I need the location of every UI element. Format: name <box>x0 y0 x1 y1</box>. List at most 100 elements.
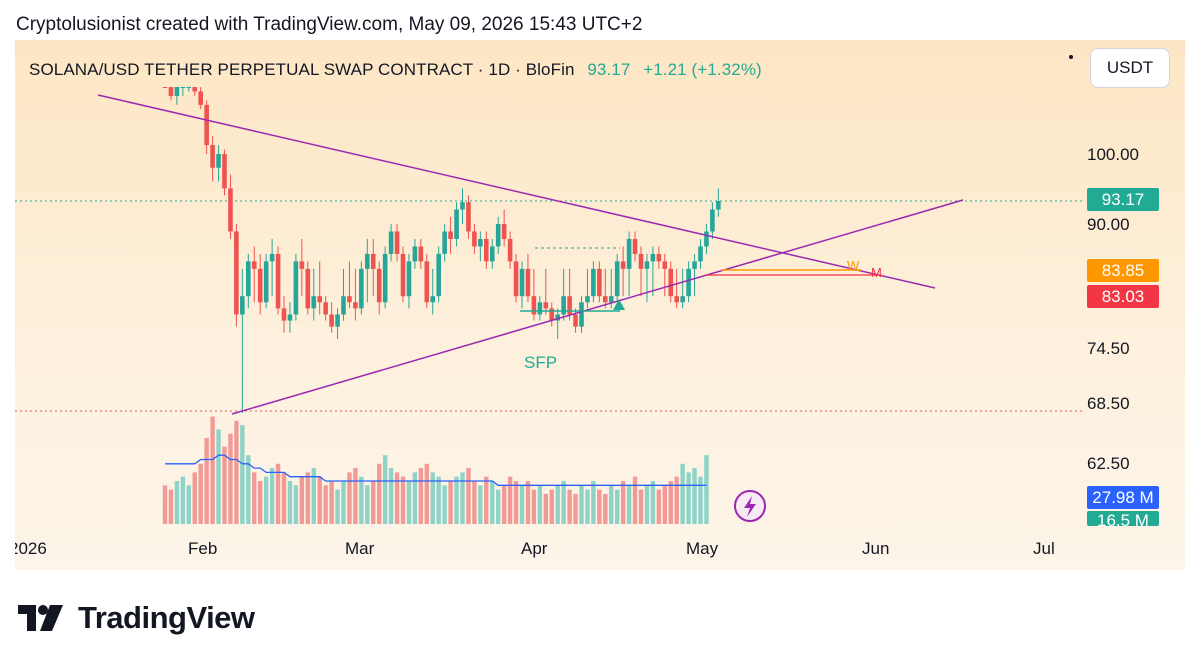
volume-bar <box>603 493 608 524</box>
volume-bar <box>394 472 400 524</box>
chart-area[interactable]: SFP W M 100.00 90.00 74.50 68.50 62.50 2026 Feb M… <box>15 40 1185 570</box>
x-tick-label: Apr <box>521 539 548 558</box>
volume-bar <box>293 485 299 524</box>
ma-layer <box>165 454 707 486</box>
lightning-icon <box>744 496 756 517</box>
candle-body <box>246 261 251 297</box>
y-tick-label: 90.00 <box>1087 215 1130 234</box>
candle-body <box>240 296 245 315</box>
volume-bar <box>615 489 620 524</box>
candle-body <box>275 253 281 309</box>
candle-body <box>513 261 519 297</box>
volume-bar <box>269 468 275 524</box>
volume-bar <box>519 485 525 524</box>
volume-bar <box>412 472 418 524</box>
volume-bar <box>632 476 638 524</box>
candle-body <box>579 302 584 327</box>
candle-body <box>281 308 287 321</box>
volume-bar <box>263 476 269 524</box>
candle-body <box>710 209 715 232</box>
candle-body <box>436 253 441 297</box>
descending-trendline <box>97 94 936 289</box>
volume-bar <box>275 463 281 524</box>
price-tag-last: 93.17 <box>1087 188 1159 211</box>
w-label: W <box>847 258 860 273</box>
candle-body <box>323 302 328 315</box>
candle-body <box>537 302 543 315</box>
candle-body <box>597 268 602 297</box>
more-dot-icon[interactable] <box>1069 55 1073 59</box>
candle-body <box>686 268 691 297</box>
candle-body <box>674 296 679 303</box>
volume-bar <box>329 481 334 524</box>
x-tick-label: Mar <box>345 539 375 558</box>
candle-body <box>567 296 572 315</box>
volume-bar <box>388 468 394 524</box>
price-change: +1.21 (+1.32%) <box>643 60 762 79</box>
price-tag-w: 83.85 <box>1087 259 1159 282</box>
ascending-trendline <box>231 199 964 415</box>
candle-body <box>478 238 483 247</box>
candle-body <box>644 261 650 269</box>
volume-bar <box>650 481 656 524</box>
volume-bar <box>228 433 233 524</box>
volume-bar <box>353 468 358 524</box>
volume-bar <box>216 429 221 524</box>
sfp-label: SFP <box>524 353 557 372</box>
volume-bar <box>198 463 203 524</box>
volume-bar <box>537 485 543 524</box>
y-tick-label: 62.50 <box>1087 454 1130 473</box>
currency-button[interactable]: USDT <box>1090 48 1170 88</box>
volume-tag-ma: 27.98 M <box>1087 486 1159 509</box>
candle-body <box>370 253 376 269</box>
volume-bar <box>430 472 435 524</box>
grid-layer <box>15 200 1085 412</box>
volume-bar <box>377 463 382 524</box>
volume-bar <box>579 485 584 524</box>
volume-bar <box>507 476 513 524</box>
candle-body <box>454 209 459 239</box>
symbol-title: SOLANA/USD TETHER PERPETUAL SWAP CONTRAC… <box>29 60 575 79</box>
volume-bar <box>686 472 691 524</box>
volume-bar <box>597 489 602 524</box>
volume-bar <box>180 476 186 524</box>
volume-bar <box>174 481 180 524</box>
volume-bar <box>644 485 650 524</box>
volume-bar <box>341 481 346 524</box>
candle-body <box>287 314 293 321</box>
volume-bar <box>317 476 322 524</box>
volume-bar <box>186 485 191 524</box>
volume-bar <box>490 481 495 524</box>
candle-body <box>198 91 203 105</box>
volume-bar <box>609 485 614 524</box>
volume-bar <box>501 485 507 524</box>
volume-bar <box>484 476 489 524</box>
candle-body <box>650 253 656 262</box>
candle-body <box>353 302 358 309</box>
volume-bar <box>620 481 626 524</box>
volume-bar <box>472 481 477 524</box>
volume-bar <box>246 455 251 524</box>
tradingview-logo-icon <box>18 605 63 631</box>
volume-bar <box>626 485 632 524</box>
volume-bar <box>478 485 483 524</box>
candle-body <box>430 296 436 303</box>
candle-body <box>299 261 305 269</box>
candle-body <box>495 224 501 247</box>
volume-bar <box>496 489 501 524</box>
candle-body <box>365 253 370 269</box>
volume-bar <box>371 481 376 524</box>
candle-body <box>460 202 465 210</box>
volume-bar <box>698 476 703 524</box>
volume-bar <box>168 489 174 524</box>
x-tick-label: Jun <box>862 539 889 558</box>
candle-body <box>406 261 412 297</box>
candle-body <box>228 188 233 232</box>
volume-bar <box>418 468 424 524</box>
x-tick-label: May <box>686 539 719 558</box>
volume-bar <box>365 485 370 524</box>
candle-body <box>591 268 596 297</box>
price-chart-svg[interactable]: SFP W M 100.00 90.00 74.50 68.50 62.50 2026 Feb M… <box>15 40 1185 570</box>
volume-bar <box>638 489 644 524</box>
candle-body <box>174 87 180 96</box>
